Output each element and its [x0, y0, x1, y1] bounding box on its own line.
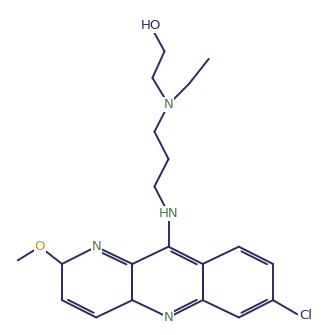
Text: O: O: [35, 240, 45, 253]
Text: Cl: Cl: [299, 309, 312, 322]
Text: N: N: [91, 240, 101, 253]
Text: N: N: [164, 311, 174, 324]
Text: HO: HO: [140, 19, 161, 32]
Text: HN: HN: [159, 207, 178, 220]
Text: N: N: [164, 98, 174, 111]
